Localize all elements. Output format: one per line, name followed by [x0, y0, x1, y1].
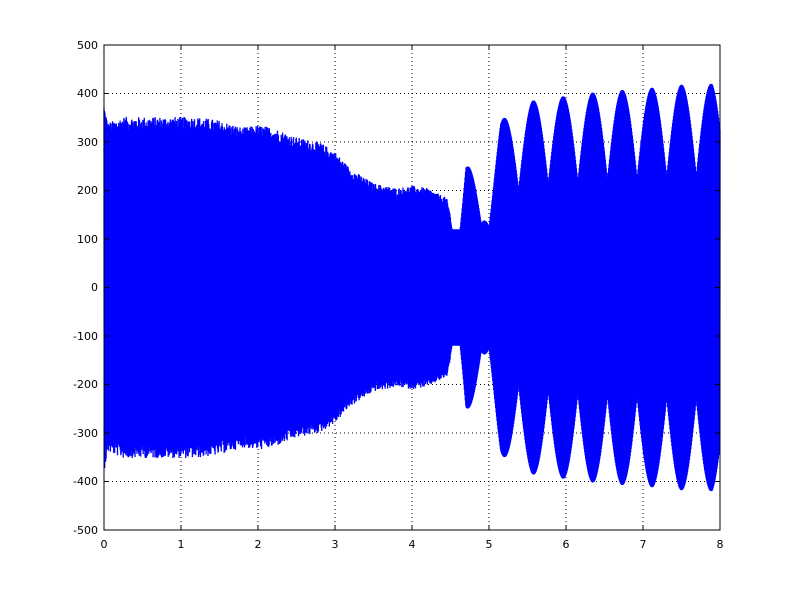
- y-tick-label-200: 200: [77, 184, 98, 197]
- y-tick-label-neg100: -100: [73, 330, 98, 343]
- x-tick-label-0: 0: [101, 538, 108, 551]
- signal-series: [103, 83, 721, 492]
- x-tick-label-8: 8: [717, 538, 724, 551]
- axis-ticks: [103, 44, 721, 531]
- x-tick-label-2: 2: [255, 538, 262, 551]
- y-tick-label-0: 0: [91, 281, 98, 294]
- x-tick-label-1: 1: [178, 538, 185, 551]
- x-tick-label-5: 5: [486, 538, 493, 551]
- y-tick-label-neg500: -500: [73, 524, 98, 537]
- y-tick-label-500: 500: [77, 39, 98, 52]
- x-tick-label-4: 4: [409, 538, 416, 551]
- x-tick-label-3: 3: [332, 538, 339, 551]
- y-tick-label-neg200: -200: [73, 378, 98, 391]
- y-tick-label-neg400: -400: [73, 475, 98, 488]
- y-tick-label-400: 400: [77, 87, 98, 100]
- x-tick-label-6: 6: [563, 538, 570, 551]
- y-tick-label-neg300: -300: [73, 427, 98, 440]
- x-tick-label-7: 7: [640, 538, 647, 551]
- signal-core-band: [104, 229, 720, 346]
- y-tick-label-100: 100: [77, 233, 98, 246]
- y-tick-label-300: 300: [77, 136, 98, 149]
